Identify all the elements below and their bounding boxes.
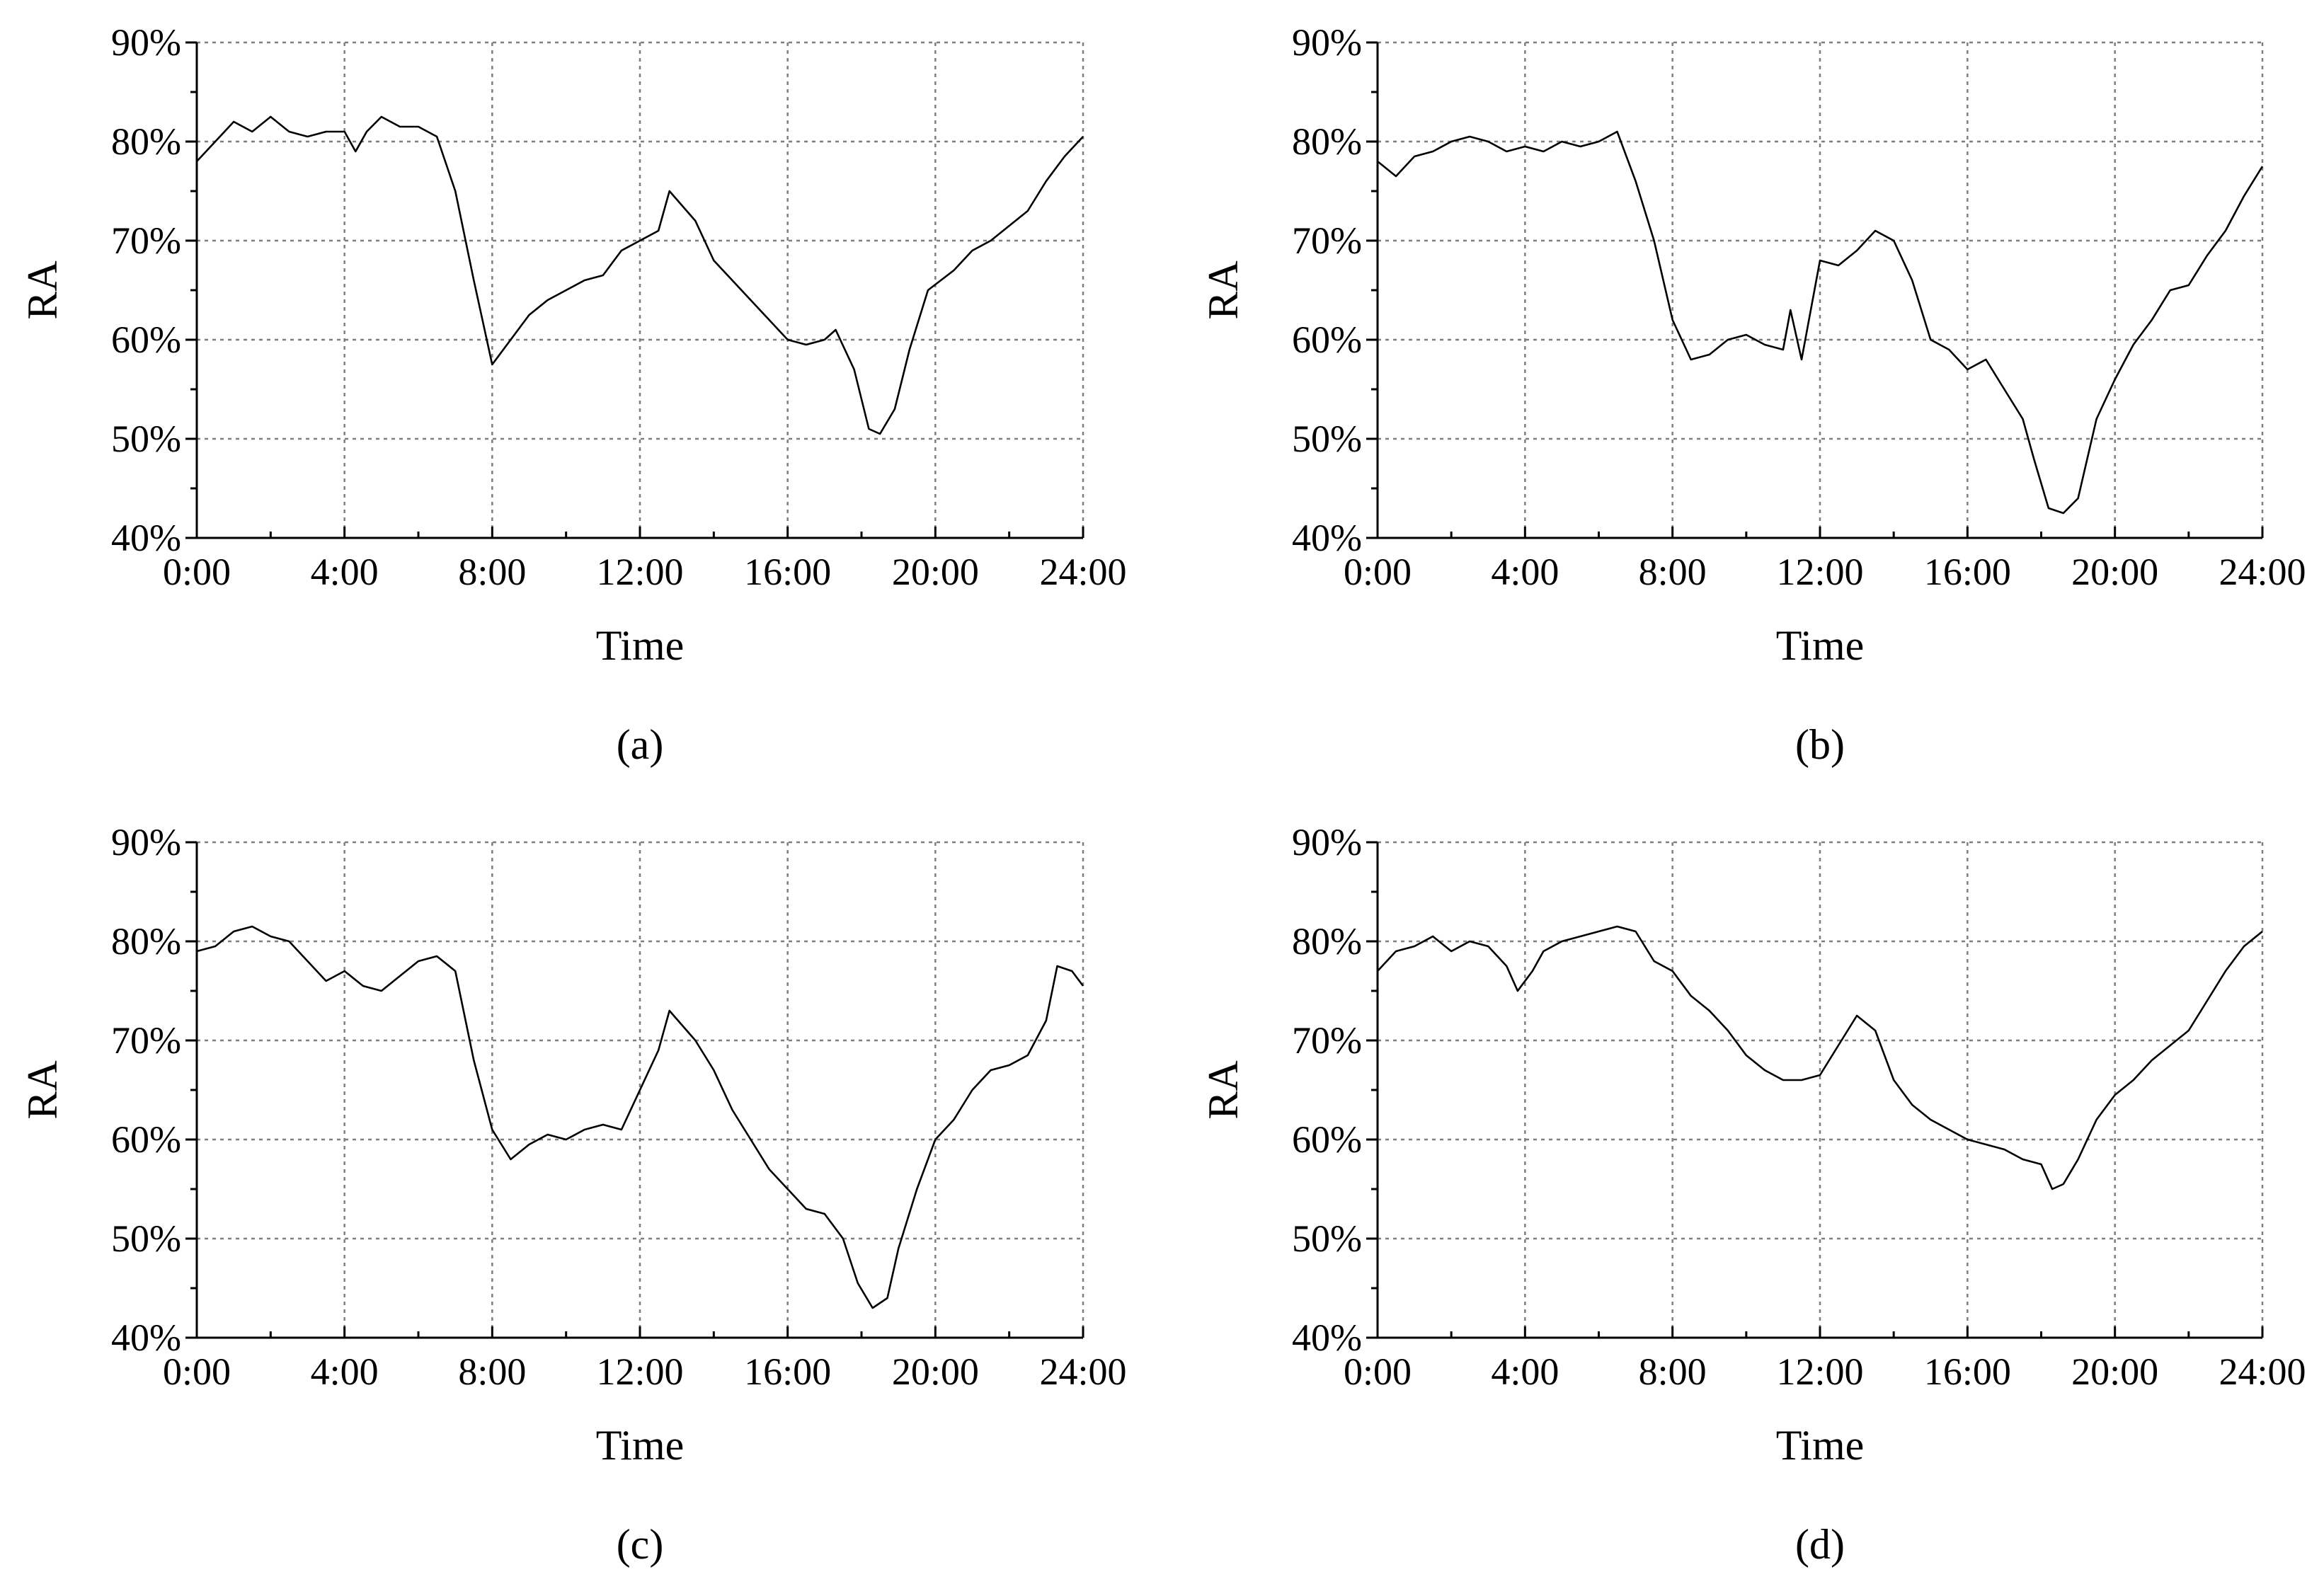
x-tick-label: 12:00 (1776, 1350, 1863, 1393)
x-tick-label: 0:00 (163, 551, 231, 593)
x-tick-label: 20:00 (892, 551, 979, 593)
y-tick-label: 40% (1292, 1316, 1362, 1359)
y-tick-label: 80% (111, 120, 181, 163)
grid-c (197, 841, 1084, 1338)
x-tick-label: 4:00 (1491, 1350, 1559, 1393)
chart-panel-a: 0:00 4:00 8:00 12:00 16:00 20:00 24:00 40% 50% 60… (19, 21, 1127, 768)
y-tick-label: 40% (111, 1316, 181, 1359)
x-tick-label: 24:00 (2219, 551, 2306, 593)
y-tick-label: 50% (1292, 418, 1362, 460)
y-tick-label: 60% (1292, 1118, 1362, 1161)
x-tick-label: 0:00 (1344, 551, 1412, 593)
chart-panel-d: 0:00 4:00 8:00 12:00 16:00 20:00 24:00 40% 50% 60… (1200, 821, 2306, 1568)
x-axis-title: Time (1776, 622, 1865, 669)
panel-caption-c: (c) (617, 1521, 664, 1568)
y-tick-label: 50% (111, 418, 181, 460)
x-tick-label: 20:00 (892, 1350, 979, 1393)
x-axis-title: Time (596, 622, 685, 669)
x-tick-label: 12:00 (1776, 551, 1863, 593)
x-tick-label: 8:00 (1639, 1350, 1707, 1393)
y-tick-label: 70% (1292, 219, 1362, 262)
y-tick-label: 70% (1292, 1019, 1362, 1062)
x-tick-label: 4:00 (311, 551, 379, 593)
y-tick-label: 80% (1292, 120, 1362, 163)
x-axis-title: Time (1776, 1422, 1865, 1469)
y-axis-title: RA (1200, 1060, 1247, 1119)
y-tick-label: 60% (1292, 318, 1362, 361)
x-tick-label: 20:00 (2071, 551, 2158, 593)
x-tick-label: 4:00 (311, 1350, 379, 1393)
x-tick-label: 0:00 (1344, 1350, 1412, 1393)
series-line-d (1377, 925, 2263, 1190)
panel-caption-a: (a) (617, 721, 664, 768)
y-tick-label: 70% (111, 219, 181, 262)
ticks-b (1366, 41, 2264, 539)
y-tick-label: 40% (111, 517, 181, 559)
x-axis-title: Time (596, 1422, 685, 1469)
x-tick-label: 12:00 (596, 551, 683, 593)
grid-d (1378, 841, 2264, 1338)
x-tick-label: 8:00 (1639, 551, 1707, 593)
y-axis-title: RA (19, 1060, 66, 1119)
x-tick-label: 16:00 (744, 551, 831, 593)
ticks-c (185, 841, 1084, 1339)
x-tick-label: 16:00 (1924, 551, 2011, 593)
y-tick-label: 70% (111, 1019, 181, 1062)
y-tick-label: 40% (1292, 517, 1362, 559)
y-tick-label: 60% (111, 1118, 181, 1161)
panel-caption-d: (d) (1795, 1521, 1845, 1568)
x-tick-label: 16:00 (744, 1350, 831, 1393)
x-tick-label: 16:00 (1924, 1350, 2011, 1393)
x-tick-label: 24:00 (1039, 551, 1126, 593)
panel-caption-b: (b) (1795, 721, 1845, 768)
y-tick-label: 80% (111, 920, 181, 963)
x-tick-label: 4:00 (1491, 551, 1559, 593)
y-tick-label: 90% (1292, 821, 1362, 863)
y-tick-label: 90% (111, 821, 181, 863)
y-tick-label: 90% (111, 21, 181, 64)
y-tick-label: 60% (111, 318, 181, 361)
series-line-b (1377, 130, 2264, 515)
x-tick-label: 20:00 (2071, 1350, 2158, 1393)
chart-panel-b: 0:00 4:00 8:00 12:00 16:00 20:00 24:00 40% 50% 60… (1200, 21, 2306, 768)
y-tick-label: 90% (1292, 21, 1362, 64)
grid-a (197, 41, 1084, 538)
ticks-d (1366, 841, 2264, 1339)
ticks-a (185, 41, 1084, 539)
x-tick-label: 24:00 (1039, 1350, 1126, 1393)
x-tick-label: 8:00 (458, 1350, 526, 1393)
chart-panel-c: 0:00 4:00 8:00 12:00 16:00 20:00 24:00 40% 50% 60… (19, 821, 1127, 1568)
series-line-a (196, 115, 1084, 435)
y-tick-label: 50% (111, 1217, 181, 1260)
grid-b (1378, 41, 2264, 538)
y-tick-label: 50% (1292, 1217, 1362, 1260)
y-tick-label: 80% (1292, 920, 1362, 963)
x-tick-label: 8:00 (458, 551, 526, 593)
series-line-c (196, 925, 1084, 1309)
y-axis-title: RA (1200, 260, 1247, 319)
y-axis-title: RA (19, 260, 66, 319)
x-tick-label: 0:00 (163, 1350, 231, 1393)
x-tick-label: 24:00 (2219, 1350, 2306, 1393)
x-tick-label: 12:00 (596, 1350, 683, 1393)
